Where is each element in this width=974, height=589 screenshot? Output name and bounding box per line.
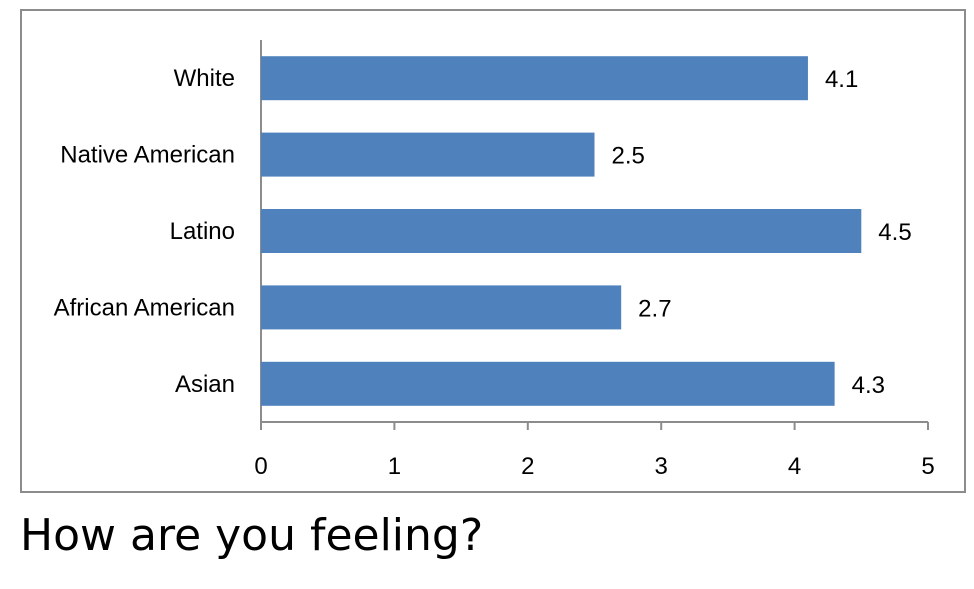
category-label: Asian <box>175 371 235 398</box>
x-tick-label: 5 <box>921 453 934 480</box>
data-label: 4.1 <box>825 66 858 93</box>
x-tick-label: 0 <box>254 453 267 480</box>
bar <box>261 285 622 330</box>
caption-text: How are you feeling? <box>20 510 484 561</box>
data-label: 4.3 <box>852 372 885 399</box>
chart-labels: 0 1 2 3 4 5 White 4.1 Native American 2.5 Latino 4.… <box>54 65 935 480</box>
data-label: 2.7 <box>638 295 671 322</box>
bar <box>261 361 835 406</box>
data-label: 4.5 <box>878 219 911 246</box>
data-label: 2.5 <box>612 143 645 170</box>
x-tick-label: 2 <box>521 453 534 480</box>
category-label: White <box>174 65 235 92</box>
category-label: Latino <box>170 218 235 245</box>
bar <box>261 209 862 253</box>
x-tick-label: 4 <box>788 453 801 480</box>
chart-bars <box>261 56 862 406</box>
bar-chart: 0 1 2 3 4 5 White 4.1 Native American 2.5 Latino 4.… <box>54 40 935 480</box>
bar <box>261 132 595 177</box>
category-label: Native American <box>60 142 235 169</box>
x-tick-label: 1 <box>388 453 401 480</box>
bar <box>261 56 808 101</box>
category-label: African American <box>54 294 235 321</box>
x-tick-label: 3 <box>655 453 668 480</box>
